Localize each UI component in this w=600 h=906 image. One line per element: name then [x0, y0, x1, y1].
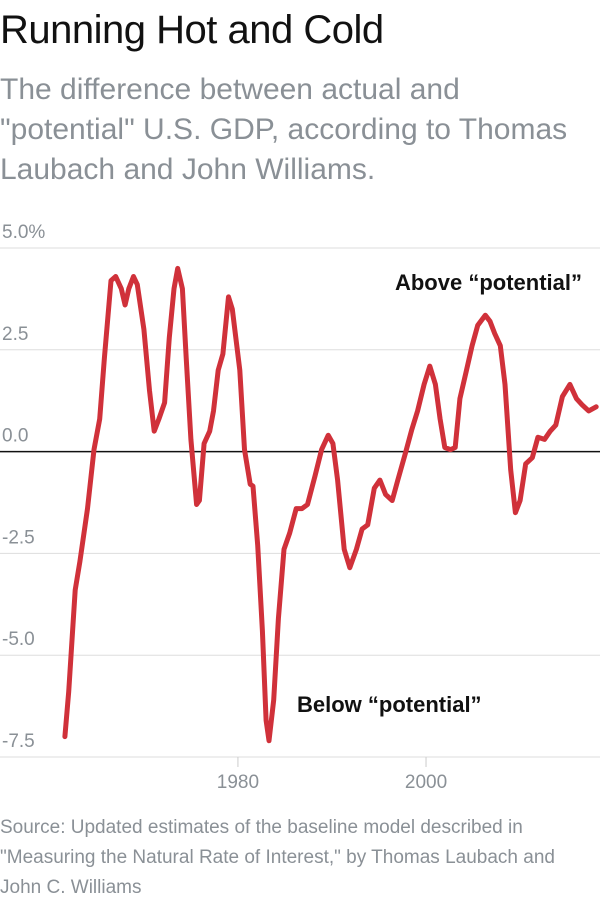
y-tick-label: -7.5	[2, 731, 35, 752]
annotation: Above “potential”	[395, 270, 582, 295]
chart-title: Running Hot and Cold	[0, 8, 384, 52]
y-tick-label: 0.0	[2, 426, 28, 447]
y-tick-label: -5.0	[2, 629, 35, 650]
y-tick-label: -2.5	[2, 527, 35, 548]
annotation: Below “potential”	[297, 692, 482, 717]
x-tick-label: 2000	[405, 772, 447, 793]
y-tick-label: 5.0%	[2, 222, 45, 243]
x-tick-label: 1980	[217, 772, 259, 793]
y-tick-label: 2.5	[2, 324, 28, 345]
data-line	[62, 265, 599, 744]
chart-subtitle: The difference between actual and "poten…	[0, 73, 568, 186]
chart: 5.0% 2.5 0.0 -2.5 -5.0 -7.5 1980 2000 Above “pot…	[0, 222, 600, 793]
source-note: Source: Updated estimates of the baselin…	[0, 817, 555, 898]
